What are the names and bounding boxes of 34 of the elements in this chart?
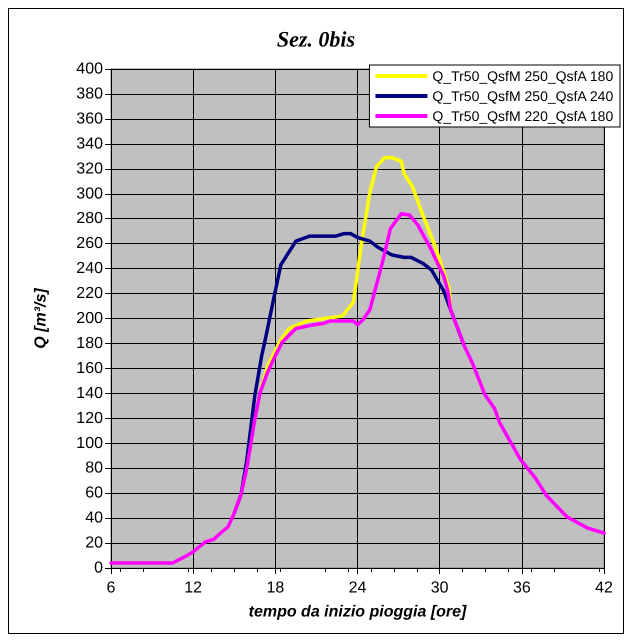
x-tick-label: 36: [512, 580, 531, 596]
x-tick-label: 24: [348, 580, 366, 596]
y-tick-label: 100: [76, 434, 104, 452]
y-tick-label: 60: [85, 484, 104, 502]
y-tick-label: 160: [76, 360, 104, 377]
y-tick-label: 400: [76, 60, 104, 78]
y-tick-label: 360: [76, 110, 104, 128]
x-tick-label: 12: [184, 580, 202, 596]
y-tick-label: 380: [76, 85, 104, 102]
y-tick-label: 180: [76, 334, 104, 352]
x-tick-label: 18: [266, 580, 284, 596]
y-tick-label: 240: [76, 260, 104, 278]
y-tick-label: 40: [85, 510, 104, 527]
legend-label: Q_Tr50_QsfM 250_QsfA 180: [432, 68, 614, 84]
y-tick-label: 140: [76, 384, 104, 402]
x-tick-label: 30: [430, 580, 449, 596]
y-tick-label: 260: [76, 235, 104, 252]
y-tick-label: 280: [76, 210, 104, 228]
y-tick-label: 320: [76, 160, 104, 178]
y-tick-label: 80: [85, 460, 104, 477]
y-tick-label: 20: [85, 534, 104, 552]
x-axis-title: tempo da inizio pioggia [ore]: [248, 604, 468, 620]
y-tick-label: 200: [76, 310, 104, 327]
y-axis-title: Q [m³/s]: [32, 288, 50, 349]
y-tick-label: 300: [76, 185, 104, 202]
legend-label: Q_Tr50_QsfM 250_QsfA 240: [432, 88, 614, 104]
legend-label: Q_Tr50_QsfM 220_QsfA 180: [432, 108, 614, 124]
y-tick-label: 0: [94, 560, 104, 576]
x-tick-label: 42: [595, 580, 613, 596]
chart-title: Sez. 0bis: [276, 26, 356, 52]
y-tick-label: 120: [76, 410, 104, 427]
y-tick-label: 220: [76, 285, 104, 302]
y-tick-label: 340: [76, 135, 104, 152]
x-tick-label: 6: [106, 580, 116, 596]
